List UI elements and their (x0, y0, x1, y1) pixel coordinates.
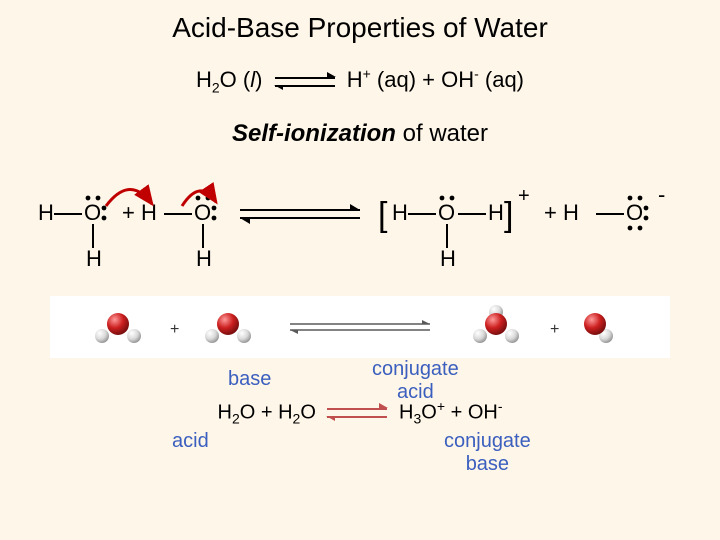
svg-text:+ H: + H (544, 200, 579, 225)
page-title: Acid-Base Properties of Water (0, 0, 720, 44)
acid-label: acid (172, 430, 209, 453)
svg-text:+: + (550, 321, 559, 338)
equilibrium-arrow-icon (327, 406, 387, 420)
t: O (300, 401, 316, 423)
t: 2 (232, 410, 240, 426)
t: + OH (445, 401, 498, 423)
eq1-rhs: H+ (aq) + OH- (aq) (347, 67, 524, 92)
t: conjugate (444, 430, 531, 453)
svg-text:H: H (38, 200, 54, 225)
lewis-structure-row: H O H + H O H (0, 170, 720, 290)
svg-text:H: H (392, 200, 408, 225)
svg-text:+: + (170, 321, 179, 338)
svg-text:O: O (626, 200, 643, 225)
equilibrium-arrow-icon (275, 75, 335, 89)
self-ionization-heading: Self-ionization of water (0, 120, 720, 148)
svg-text:-: - (658, 182, 665, 207)
svg-text:H: H (196, 246, 212, 271)
svg-text:H: H (488, 200, 504, 225)
conjugate-base-label: conjugate base (444, 430, 531, 476)
t: (aq) + OH (371, 67, 474, 92)
t: H (347, 67, 363, 92)
svg-text:]: ] (504, 196, 513, 234)
molecule-3d-row: + + (0, 294, 720, 364)
dissociation-equation: H2O (l) H+ (aq) + OH- (aq) (0, 66, 720, 96)
t: H (399, 401, 413, 423)
slide: Acid-Base Properties of Water H2O (l) H+… (0, 0, 720, 540)
svg-text:+: + (518, 185, 530, 207)
t: + (363, 66, 371, 82)
mol3d-svg: + + (50, 294, 670, 360)
lewis-svg: H O H + H O H (10, 170, 710, 280)
t: H (218, 401, 232, 423)
t: O ( (220, 67, 251, 92)
t: - (498, 398, 503, 414)
t: O + H (240, 401, 293, 423)
t: Self-ionization (232, 120, 396, 147)
svg-text:O: O (194, 200, 211, 225)
eq1-lhs: H2O (l) (196, 67, 269, 92)
t: ) (255, 67, 262, 92)
svg-text:O: O (438, 200, 455, 225)
t: (aq) (479, 67, 524, 92)
svg-text:[: [ (378, 196, 388, 234)
svg-text:H: H (86, 246, 102, 271)
t: O (421, 401, 437, 423)
base-label: base (228, 368, 271, 391)
svg-text:H: H (440, 246, 456, 271)
t: + (437, 398, 445, 414)
t: 2 (212, 80, 220, 96)
t: of water (396, 120, 488, 147)
t: base (444, 453, 531, 476)
conjugate-equation-block: base conjugate acid H2O + H2O H3O+ + OH-… (0, 368, 720, 498)
t: conjugate (372, 358, 459, 381)
t: H (196, 67, 212, 92)
svg-text:O: O (84, 200, 101, 225)
conjugate-equation: H2O + H2O H3O+ + OH- (100, 398, 620, 427)
